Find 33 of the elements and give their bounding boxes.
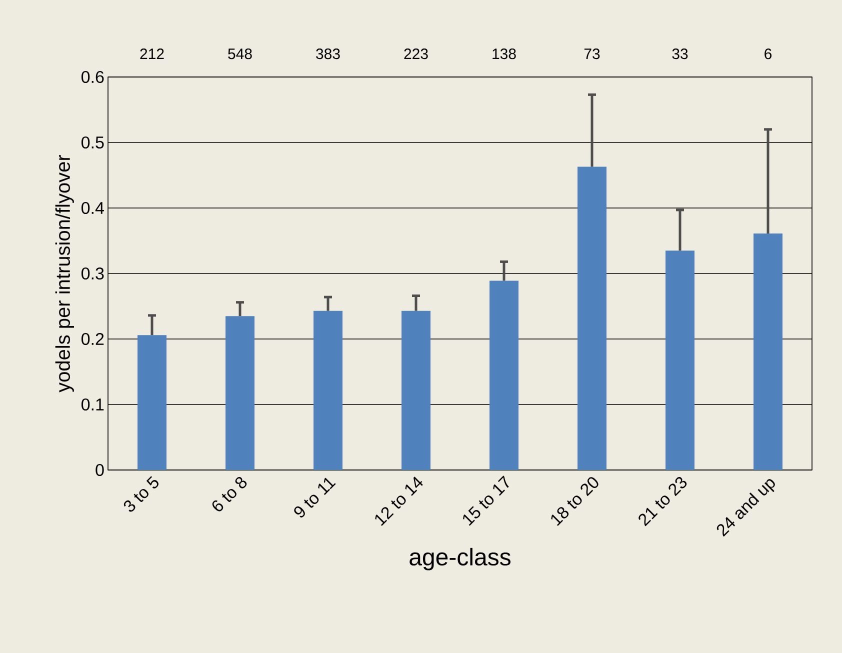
text: 6 bbox=[764, 48, 772, 60]
text: 138 bbox=[492, 48, 516, 60]
text: 33 bbox=[672, 48, 688, 60]
x-tick-label: 21 to 23 bbox=[638, 477, 687, 526]
y-tick-label: 0.4 bbox=[81, 202, 104, 214]
bar bbox=[226, 316, 255, 470]
bar bbox=[138, 335, 167, 470]
text: 223 bbox=[404, 48, 428, 60]
y-tick-label: 0.5 bbox=[81, 136, 104, 149]
text: 548 bbox=[228, 48, 252, 60]
y-tick-label: 0.6 bbox=[81, 70, 104, 84]
x-tick-label: 18 to 20 bbox=[551, 477, 598, 526]
x-tick-label: 9 to 11 bbox=[294, 478, 336, 518]
y-tick-label: 0.2 bbox=[81, 332, 104, 346]
bar bbox=[754, 234, 783, 470]
text: 73 bbox=[584, 48, 600, 60]
x-tick-label: 6 to 8 bbox=[212, 477, 247, 512]
y-axis-title: yodels per intrusion/flyover bbox=[55, 154, 74, 392]
text: 212 bbox=[140, 48, 164, 59]
bar bbox=[578, 166, 607, 470]
x-tick-label: 3 to 5 bbox=[124, 476, 158, 512]
bar bbox=[402, 310, 431, 470]
bar bbox=[490, 280, 519, 470]
bar bbox=[666, 250, 695, 470]
x-tick-label: 12 to 14 bbox=[375, 476, 423, 526]
y-tick-label: 0.3 bbox=[81, 267, 104, 280]
y-tick-label: 0 bbox=[96, 464, 104, 476]
bar bbox=[314, 310, 343, 470]
x-tick-label: 15 to 17 bbox=[463, 476, 509, 526]
y-tick-label: 0.1 bbox=[81, 398, 104, 411]
text: 383 bbox=[316, 48, 340, 60]
x-axis-title: age-class bbox=[410, 548, 510, 570]
x-tick-label: 24 and up bbox=[716, 479, 775, 537]
